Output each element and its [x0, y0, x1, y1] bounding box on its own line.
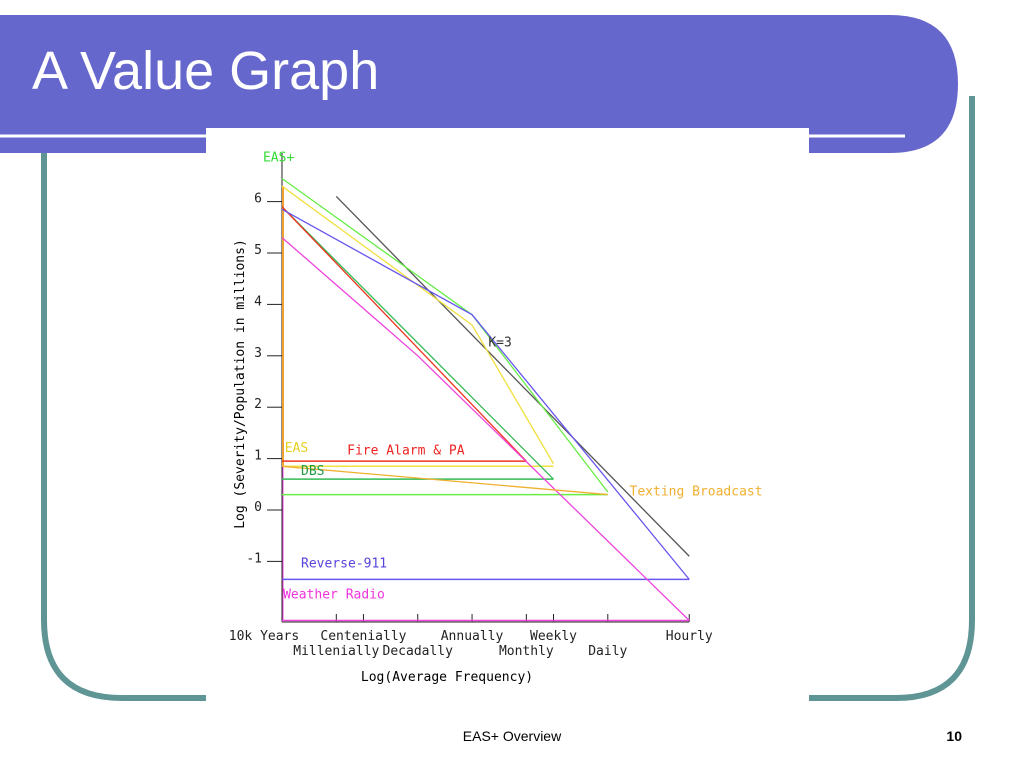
series-label-k-3: K=3 — [488, 336, 511, 351]
series-lines — [281, 177, 690, 621]
x-tick-label: 10k Years — [229, 629, 299, 644]
y-tick-label: 4 — [254, 294, 262, 309]
series-label-eas: EAS — [285, 441, 308, 456]
series-line-dbs — [281, 206, 554, 480]
x-tick-label: Weekly — [530, 629, 577, 644]
y-tick-label: 5 — [254, 243, 262, 258]
tick-labels: 6 5 4 3 2 1 0 -1 10k Years Centenially Annually Wee… — [229, 192, 713, 659]
slide-title: A Value Graph — [32, 41, 380, 101]
y-tick-label: 2 — [254, 397, 262, 412]
chart-panel: 6 5 4 3 2 1 0 -1 10k Years Centenially Annually Wee… — [206, 128, 809, 702]
series-line-weather-radio — [281, 237, 690, 621]
value-graph-chart: 6 5 4 3 2 1 0 -1 10k Years Centenially Annually Wee… — [229, 151, 763, 685]
y-tick-label: 0 — [254, 500, 262, 515]
x-tick-label: Decadally — [383, 644, 454, 659]
title-banner — [0, 15, 958, 153]
y-tick-label: 3 — [254, 346, 262, 361]
series-label-reverse-911: Reverse-911 — [301, 557, 387, 572]
x-axis-title: Log(Average Frequency) — [361, 670, 533, 685]
x-tick-label: Daily — [588, 644, 627, 659]
chart-axes — [267, 153, 690, 623]
y-tick-label: 6 — [254, 192, 262, 207]
x-tick-label: Centenially — [320, 629, 406, 644]
series-line-fire-alarm-pa — [281, 206, 527, 462]
series-label-weather-radio: Weather Radio — [283, 588, 385, 603]
series-label-dbs: DBS — [301, 464, 324, 479]
x-tick-label: Annually — [441, 629, 504, 644]
series-labels: EAS+ EAS Fire Alarm & PA DBS K=3 Texting Broa… — [263, 151, 763, 603]
series-line-reverse-911 — [281, 208, 690, 580]
series-label-texting-broadcast: Texting Broadcast — [630, 485, 763, 500]
series-label-fire-alarm-pa: Fire Alarm & PA — [347, 444, 465, 459]
y-tick-label: 1 — [254, 449, 262, 464]
series-line-texting-broadcast — [281, 465, 608, 496]
footer-text: EAS+ Overview — [462, 728, 562, 744]
x-tick-label: Millenially — [293, 644, 379, 659]
series-line-eas — [281, 185, 555, 465]
series-line-k-3 — [335, 196, 690, 557]
page-number: 10 — [946, 728, 962, 744]
threshold-lines — [282, 460, 690, 622]
y-axis-title: Log (Severity/Population in millions) — [233, 239, 248, 529]
x-tick-label: Monthly — [499, 644, 554, 659]
y-tick-label: -1 — [246, 551, 262, 566]
x-tick-label: Hourly — [666, 629, 713, 644]
series-label-eas: EAS+ — [263, 151, 294, 166]
